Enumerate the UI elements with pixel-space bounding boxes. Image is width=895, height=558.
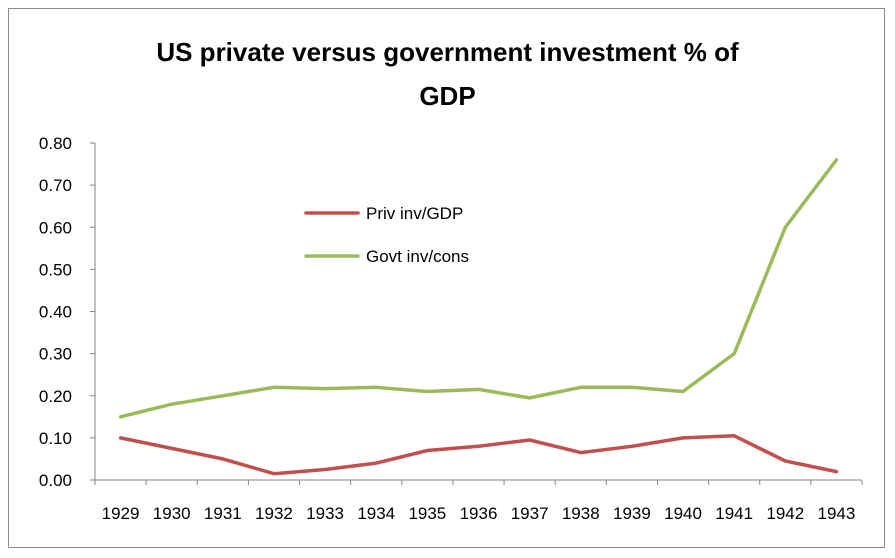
- y-tick-label: 0.40: [39, 303, 72, 322]
- chart-title: US private versus government investment …: [0, 30, 895, 118]
- x-tick-label: 1940: [664, 504, 702, 523]
- tick-labels: 0.00 0.10 0.20 0.30 0.40 0.50 0.60 0.70 0.80 1929…: [39, 134, 855, 523]
- y-tick-label: 0.60: [39, 218, 72, 237]
- y-tick-label: 0.70: [39, 176, 72, 195]
- x-tick-label: 1942: [766, 504, 804, 523]
- x-tick-label: 1931: [204, 504, 242, 523]
- x-tick-label: 1929: [102, 504, 140, 523]
- legend: Priv inv/GDP Govt inv/cons: [304, 204, 469, 266]
- x-tick-label: 1936: [460, 504, 498, 523]
- x-tick-label: 1938: [562, 504, 600, 523]
- x-tick-label: 1933: [306, 504, 344, 523]
- x-tick-label: 1941: [715, 504, 753, 523]
- x-tick-label: 1943: [818, 504, 856, 523]
- y-tick-label: 0.10: [39, 429, 72, 448]
- y-tick-label: 0.80: [39, 134, 72, 153]
- chart-frame: [8, 8, 885, 548]
- x-tick-label: 1937: [511, 504, 549, 523]
- x-tick-label: 1939: [613, 504, 651, 523]
- y-tick-label: 0.50: [39, 260, 72, 279]
- series-lines: [118, 158, 839, 476]
- legend-label: Govt inv/cons: [366, 247, 469, 266]
- x-tick-label: 1935: [408, 504, 446, 523]
- y-tick-label: 0.30: [39, 345, 72, 364]
- legend-label: Priv inv/GDP: [366, 204, 463, 223]
- y-tick-label: 0.20: [39, 387, 72, 406]
- x-tick-label: 1930: [153, 504, 191, 523]
- x-tick-label: 1932: [255, 504, 293, 523]
- chart-title-line-1: US private versus government investment …: [156, 37, 739, 67]
- series-line: [118, 434, 839, 476]
- chart-title-line-2: GDP: [419, 81, 476, 111]
- y-tick-label: 0.00: [39, 471, 72, 490]
- series-line: [118, 158, 839, 419]
- axes: [90, 142, 863, 485]
- x-tick-label: 1934: [357, 504, 395, 523]
